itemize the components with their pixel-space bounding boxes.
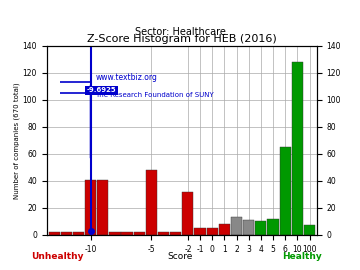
Title: Z-Score Histogram for HEB (2016): Z-Score Histogram for HEB (2016) (87, 34, 277, 44)
Text: www.textbiz.org: www.textbiz.org (95, 73, 157, 82)
Bar (243, 220, 254, 235)
Bar (292, 62, 303, 235)
Text: -9.6925: -9.6925 (87, 87, 117, 93)
Bar (280, 147, 291, 235)
Bar (304, 225, 315, 235)
Bar (73, 232, 84, 235)
Bar (61, 232, 72, 235)
Bar (207, 228, 218, 235)
Y-axis label: Number of companies (670 total): Number of companies (670 total) (13, 82, 20, 199)
Bar (49, 232, 60, 235)
Text: Score: Score (167, 252, 193, 261)
Bar (97, 180, 108, 235)
Bar (255, 221, 266, 235)
Bar (194, 228, 206, 235)
Text: Sector: Healthcare: Sector: Healthcare (135, 27, 225, 37)
Bar (267, 219, 279, 235)
Bar (158, 232, 169, 235)
Bar (134, 232, 145, 235)
Text: Healthy: Healthy (283, 252, 322, 261)
Bar (170, 232, 181, 235)
Text: The Research Foundation of SUNY: The Research Foundation of SUNY (95, 92, 214, 98)
Bar (121, 232, 133, 235)
Bar (231, 217, 242, 235)
Bar (182, 192, 193, 235)
Bar (146, 170, 157, 235)
Bar (219, 224, 230, 235)
Bar (109, 232, 121, 235)
Text: Unhealthy: Unhealthy (31, 252, 84, 261)
Bar (85, 180, 96, 235)
